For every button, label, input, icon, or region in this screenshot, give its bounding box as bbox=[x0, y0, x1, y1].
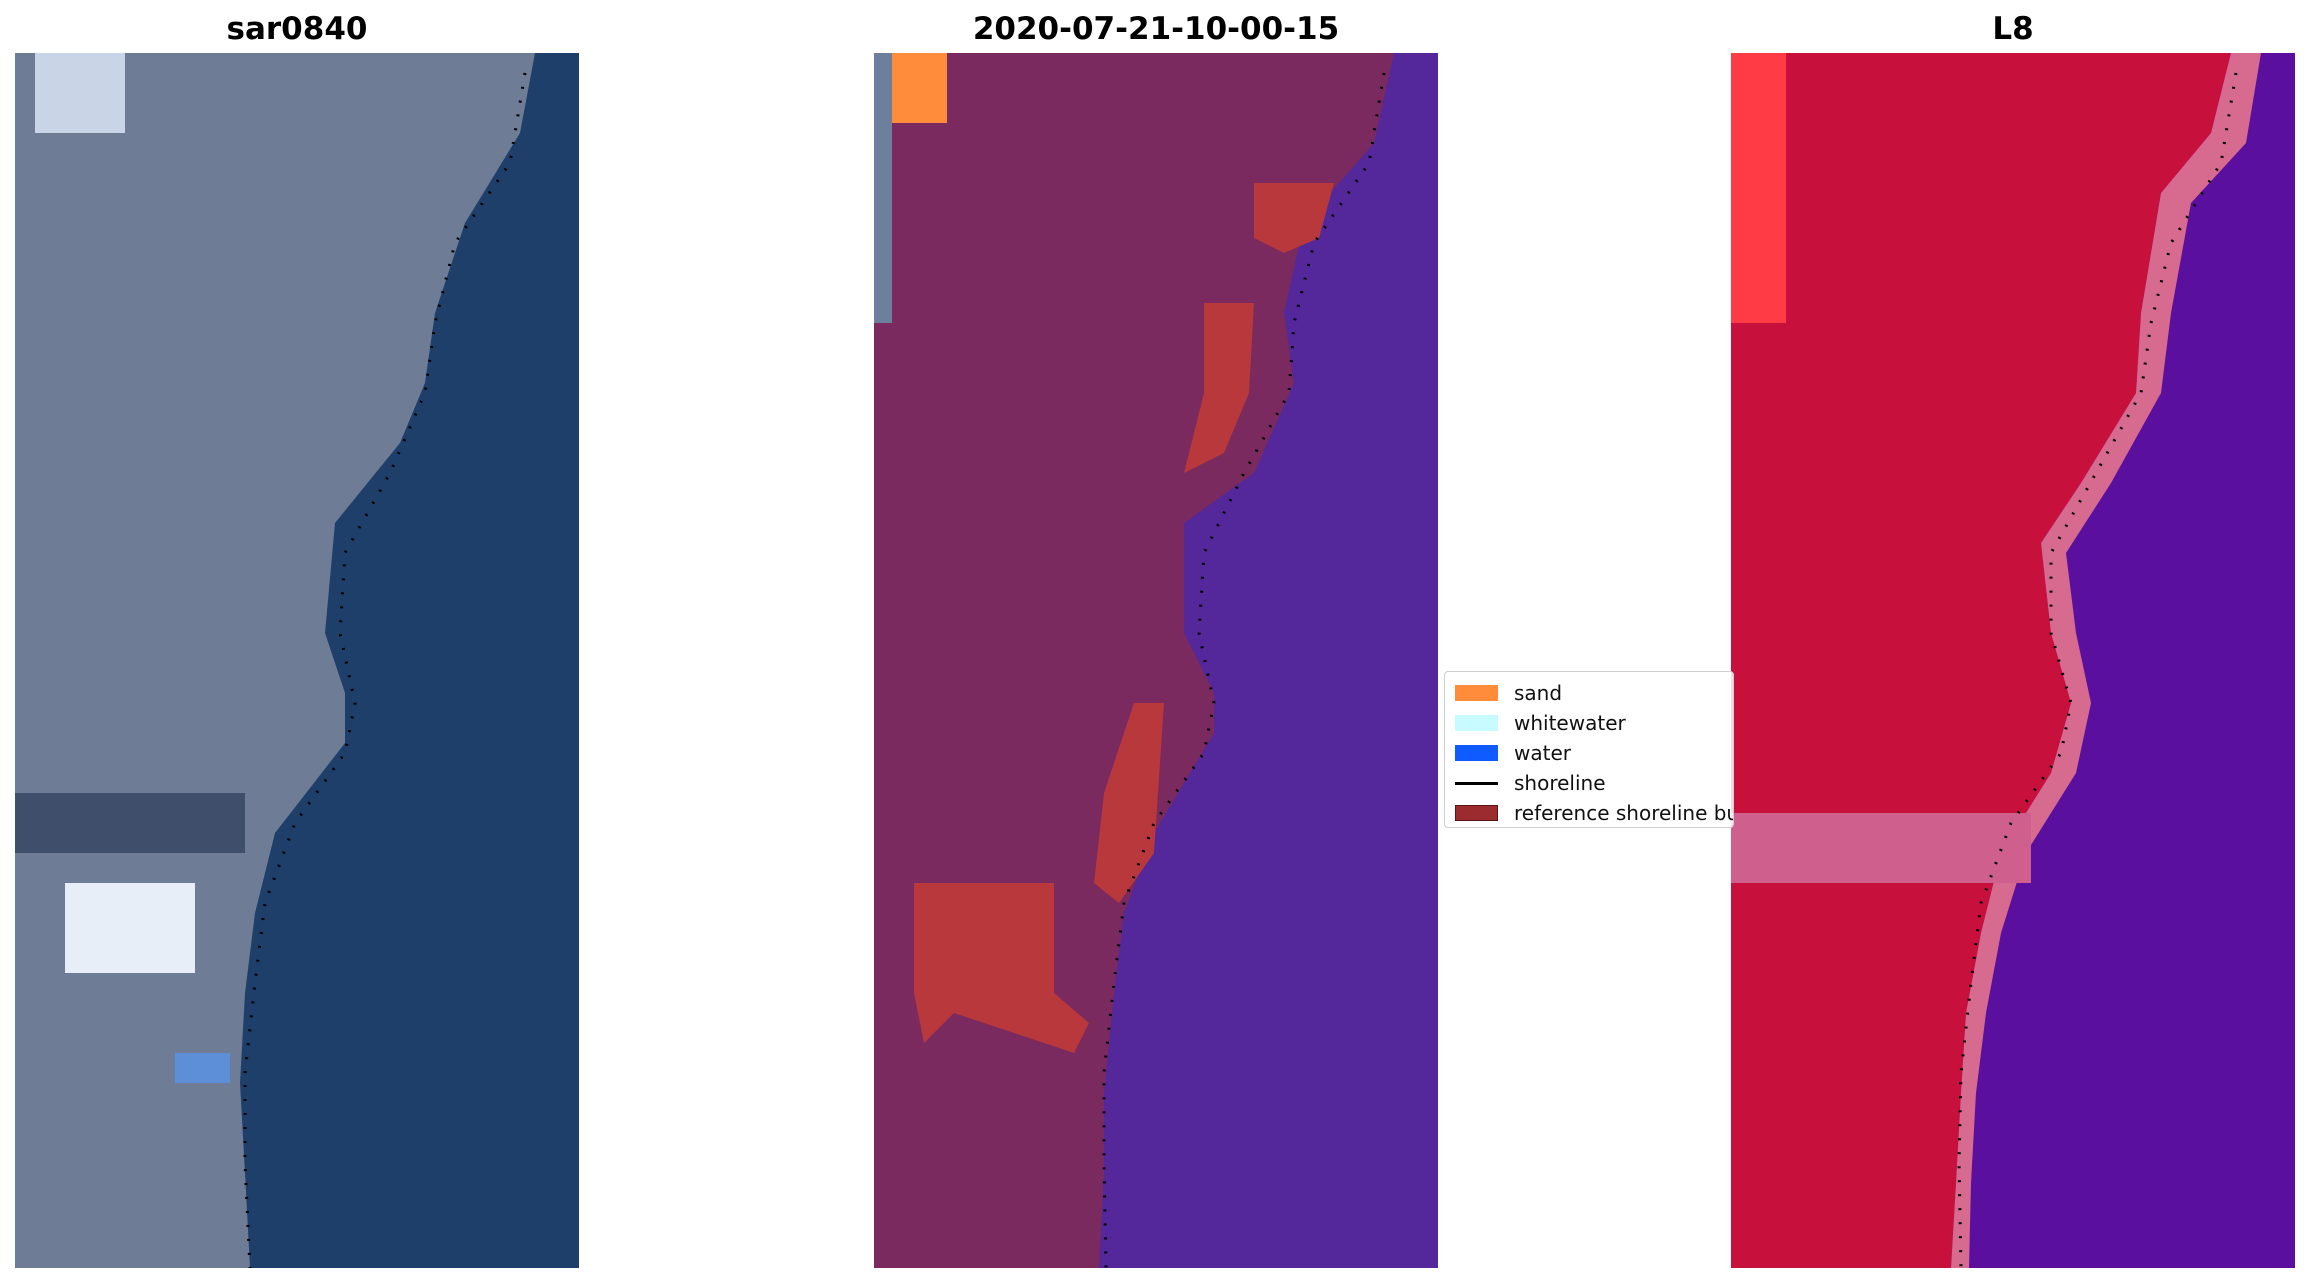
legend: sand whitewater water shoreline referenc… bbox=[1444, 671, 1734, 828]
panel-title-rgb: sar0840 bbox=[226, 11, 368, 47]
legend-label-buffer: reference shoreline buffer bbox=[1514, 801, 1733, 825]
false-color-shoreline bbox=[1957, 72, 2238, 1268]
rgb-image bbox=[15, 53, 579, 1268]
false-color-image bbox=[1731, 53, 2295, 1268]
legend-label-sand: sand bbox=[1514, 681, 1563, 705]
legend-label-water: water bbox=[1514, 741, 1571, 765]
false-color-land bbox=[1731, 53, 2231, 1268]
legend-item-shoreline: shoreline bbox=[1455, 768, 1606, 798]
buffer-patch-4 bbox=[914, 883, 1089, 1053]
classified-image bbox=[874, 53, 1438, 1268]
legend-swatch-whitewater bbox=[1455, 715, 1498, 731]
rgb-bright-patch bbox=[35, 53, 125, 133]
legend-line-shoreline bbox=[1455, 781, 1498, 785]
false-color-image-panel bbox=[1731, 53, 2295, 1268]
false-color-strip bbox=[1731, 813, 2031, 883]
buffer-patch-2 bbox=[1184, 303, 1254, 473]
legend-item-whitewater: whitewater bbox=[1455, 708, 1626, 738]
legend-swatch-buffer bbox=[1455, 805, 1498, 821]
false-color-bright-patch bbox=[1731, 53, 1786, 323]
legend-swatch-sand bbox=[1455, 685, 1498, 701]
rgb-image-panel bbox=[15, 53, 579, 1268]
panel-title-classified: 2020-07-21-10-00-15 bbox=[972, 11, 1340, 47]
rgb-pool-patch bbox=[175, 1053, 230, 1083]
legend-label-whitewater: whitewater bbox=[1514, 711, 1626, 735]
rgb-building-patch bbox=[65, 883, 195, 973]
classified-unclassified-edge bbox=[874, 53, 892, 323]
buffer-patch-3 bbox=[1094, 703, 1164, 903]
legend-item-water: water bbox=[1455, 738, 1571, 768]
classified-shoreline bbox=[1102, 72, 1386, 1268]
legend-item-sand: sand bbox=[1455, 678, 1562, 708]
rgb-dark-strip bbox=[15, 793, 245, 853]
buffer-patch-1 bbox=[1254, 183, 1334, 253]
classified-image-panel bbox=[874, 53, 1438, 1268]
legend-swatch-water bbox=[1455, 745, 1498, 761]
classified-sand-patch bbox=[892, 53, 947, 123]
legend-label-shoreline: shoreline bbox=[1514, 771, 1606, 795]
legend-item-buffer: reference shoreline buffer bbox=[1455, 798, 1733, 827]
panel-title-false-color: L8 bbox=[1992, 11, 2034, 47]
